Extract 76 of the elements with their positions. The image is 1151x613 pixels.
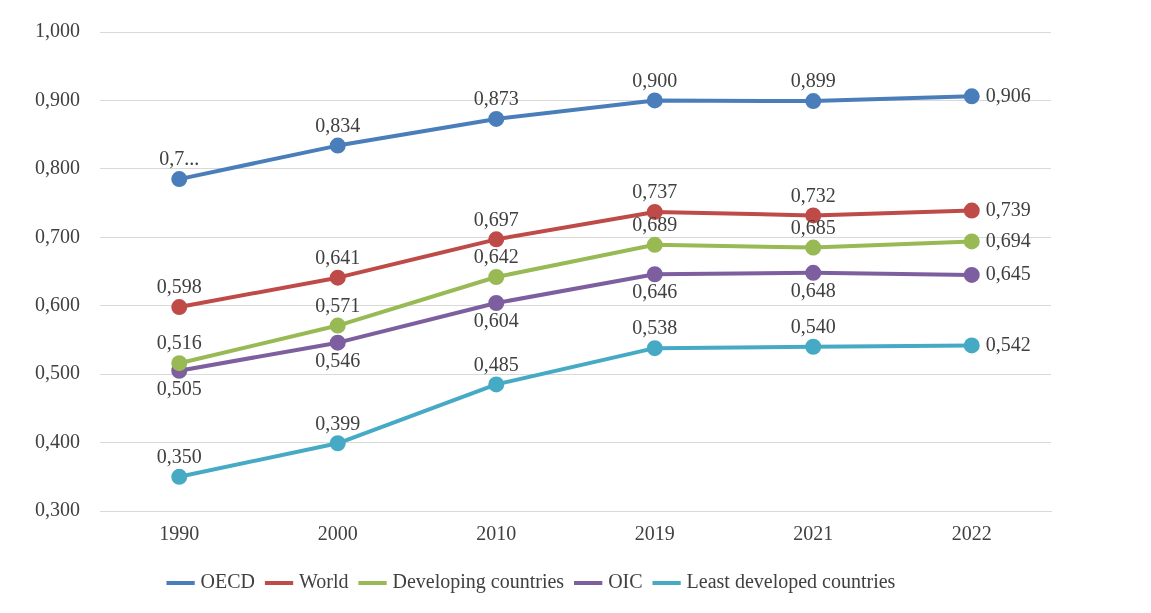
- data-label: 0,694: [985, 228, 1031, 251]
- data-label: 0,646: [632, 280, 678, 303]
- point: [963, 233, 980, 250]
- point: [488, 231, 505, 248]
- data-label: 0,350: [156, 445, 202, 468]
- data-label: 0,834: [315, 113, 361, 136]
- data-label: 0,540: [790, 315, 836, 338]
- point: [329, 269, 346, 286]
- point: [488, 110, 505, 127]
- data-label: 0,516: [156, 331, 202, 354]
- data-label: 0,737: [632, 180, 678, 203]
- data-label: 0,604: [473, 309, 519, 332]
- point: [488, 376, 505, 393]
- y-tick-label: 0,300: [35, 498, 80, 521]
- data-label: 0,598: [156, 275, 202, 298]
- data-label: 0,732: [790, 183, 836, 206]
- point: [171, 299, 188, 316]
- data-label: 0,546: [315, 348, 361, 371]
- point: [805, 338, 822, 355]
- data-label: 0,648: [790, 279, 836, 302]
- data-label: 0,571: [315, 293, 361, 316]
- data-label: 0,873: [473, 87, 519, 110]
- data-label: 0,645: [985, 262, 1031, 285]
- data-label: 0,399: [315, 411, 361, 434]
- point: [488, 294, 505, 311]
- data-label: 0,739: [985, 197, 1031, 220]
- point: [329, 317, 346, 334]
- data-label: 0,689: [632, 213, 678, 236]
- data-label: 0,642: [473, 245, 519, 268]
- point: [646, 236, 663, 253]
- point: [329, 435, 346, 452]
- point: [963, 337, 980, 354]
- x-tick-label: 2019: [634, 522, 675, 545]
- point: [805, 264, 822, 281]
- data-label: 0,900: [632, 68, 678, 91]
- x-tick-label: 2022: [951, 522, 992, 545]
- y-tick-label: 0,600: [35, 292, 80, 315]
- y-tick-label: 0,700: [35, 224, 80, 247]
- data-label: 0,538: [632, 316, 678, 339]
- y-tick-label: 1,000: [35, 19, 80, 42]
- point: [171, 355, 188, 372]
- y-tick-label: 0,400: [35, 429, 80, 452]
- y-tick-label: 0,500: [35, 361, 80, 384]
- data-label: 0,685: [790, 215, 836, 238]
- point: [963, 202, 980, 219]
- x-tick-label: 2000: [317, 522, 358, 545]
- data-label: 0,505: [156, 376, 202, 399]
- point: [963, 266, 980, 283]
- point: [963, 88, 980, 105]
- point: [329, 334, 346, 351]
- y-tick-label: 0,900: [35, 87, 80, 110]
- legend-label: Least developed countries: [686, 570, 896, 594]
- point: [329, 137, 346, 154]
- x-tick-label: 2010: [476, 522, 517, 545]
- data-label: 0,485: [473, 352, 519, 375]
- point: [488, 268, 505, 285]
- legend-label: OECD: [200, 570, 256, 593]
- point: [805, 239, 822, 256]
- point: [805, 93, 822, 110]
- legend-label: Developing countries: [392, 570, 565, 594]
- point: [646, 92, 663, 109]
- legend-label: OIC: [608, 570, 643, 593]
- data-label: 0,641: [315, 245, 361, 268]
- legend-label: World: [299, 570, 349, 593]
- point: [171, 171, 188, 188]
- data-label: 0,906: [985, 83, 1031, 106]
- point: [646, 340, 663, 357]
- x-tick-label: 2021: [793, 522, 834, 545]
- data-label: 0,7...: [159, 147, 200, 170]
- data-label: 0,542: [985, 332, 1031, 355]
- data-label: 0,697: [473, 207, 519, 230]
- data-label: 0,899: [790, 69, 836, 92]
- point: [646, 266, 663, 283]
- x-tick-label: 1990: [159, 522, 200, 545]
- point: [171, 468, 188, 485]
- y-tick-label: 0,800: [35, 156, 80, 179]
